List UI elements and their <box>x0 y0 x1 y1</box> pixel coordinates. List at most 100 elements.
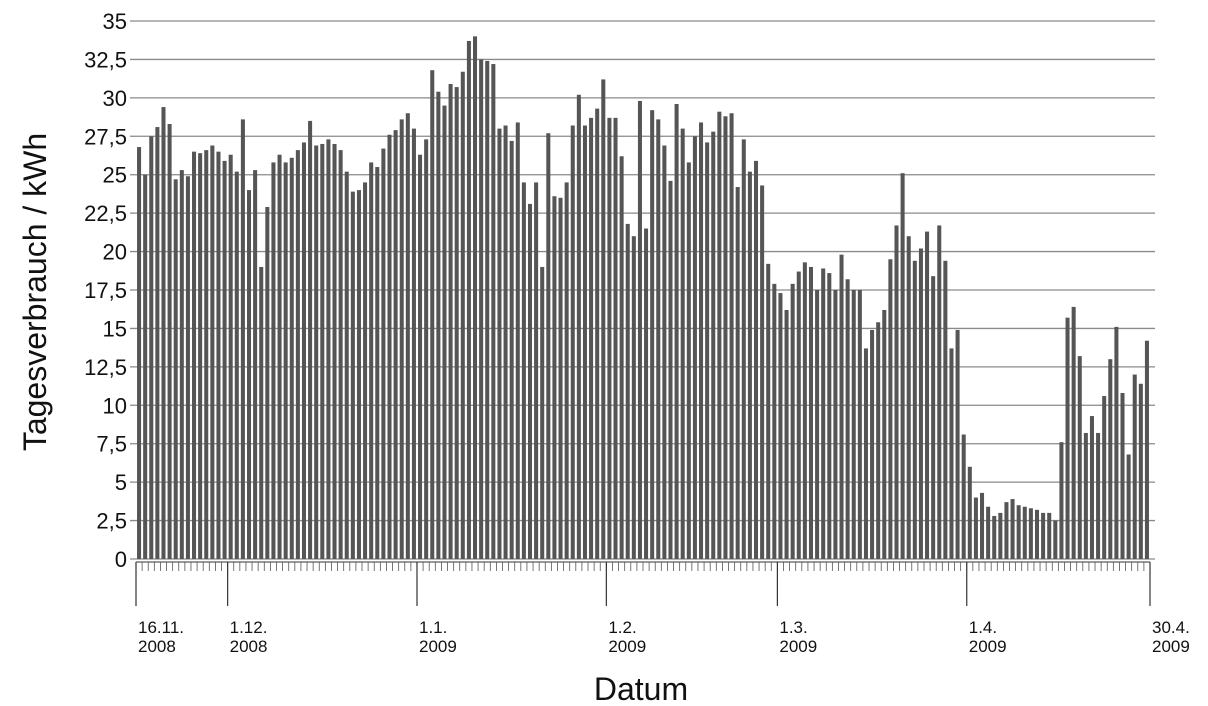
bar <box>601 79 606 559</box>
bar <box>393 130 398 559</box>
bar <box>1004 502 1009 559</box>
bar <box>509 140 514 559</box>
bar <box>1138 383 1143 559</box>
x-tick-label: 30.4. 2009 <box>1152 618 1190 656</box>
bar <box>796 271 801 559</box>
bar <box>1096 432 1101 559</box>
bar <box>338 150 343 559</box>
bar <box>411 128 416 559</box>
x-axis: 16.11. 2008 1.12. 2008 1.1. 2009 1.2. 2009 1.3. 2… <box>135 561 1190 656</box>
bar <box>198 153 203 560</box>
bar <box>1126 454 1131 559</box>
bar <box>179 170 184 560</box>
bar <box>595 108 600 560</box>
bar <box>418 154 423 559</box>
bar <box>527 203 533 560</box>
bar <box>625 223 630 559</box>
bar <box>1077 356 1082 559</box>
y-tick-label: 2,5 <box>96 509 127 534</box>
bar <box>735 187 740 560</box>
bar <box>185 176 190 559</box>
bar <box>1120 392 1125 559</box>
gridlines <box>130 20 1155 560</box>
bar <box>161 107 166 559</box>
bar <box>564 182 569 559</box>
x-tick-label: 16.11. 2008 <box>138 618 184 656</box>
bar <box>882 309 887 559</box>
bar <box>137 147 142 559</box>
bar <box>295 150 300 559</box>
y-tick-label: 0 <box>115 547 127 572</box>
bar <box>961 434 966 559</box>
bar <box>424 139 429 560</box>
bar <box>876 322 881 559</box>
bar <box>387 134 392 559</box>
bar <box>821 268 826 559</box>
bar <box>790 283 795 559</box>
bar <box>167 123 172 559</box>
bar <box>949 348 954 559</box>
bar <box>570 125 575 560</box>
bar <box>399 119 404 560</box>
bar <box>1144 340 1149 559</box>
bar <box>301 142 306 560</box>
bar <box>192 151 197 559</box>
bar <box>992 515 997 559</box>
bar <box>680 128 685 559</box>
bar <box>173 179 178 559</box>
bar <box>1016 505 1021 559</box>
bar <box>662 145 667 559</box>
bars <box>137 36 1149 560</box>
bar <box>631 236 636 559</box>
bar <box>613 117 618 559</box>
bar <box>521 182 526 559</box>
bar <box>1053 520 1058 559</box>
bar <box>448 84 453 559</box>
bar <box>705 142 710 560</box>
bar <box>350 191 355 559</box>
bar <box>1047 512 1052 559</box>
bar <box>650 110 655 559</box>
bar <box>1010 499 1015 559</box>
bar <box>955 329 960 559</box>
bar <box>454 87 459 560</box>
bar <box>320 143 325 559</box>
bar <box>240 119 245 560</box>
bar <box>308 120 313 560</box>
bar <box>314 145 319 559</box>
bar <box>1089 416 1094 559</box>
bar <box>460 71 465 560</box>
bar <box>289 157 294 559</box>
bar <box>925 231 930 560</box>
y-tick-label: 20 <box>103 240 127 265</box>
bar <box>155 127 160 559</box>
bar <box>778 293 783 559</box>
bar <box>784 309 789 559</box>
bar <box>234 171 239 559</box>
bar <box>753 160 759 559</box>
bar <box>619 156 624 560</box>
bar <box>1114 326 1119 559</box>
bar <box>143 174 148 559</box>
bar <box>912 260 917 559</box>
bar <box>839 254 844 559</box>
x-tick-label: 1.4. 2009 <box>969 618 1007 656</box>
bar <box>668 180 673 559</box>
bar <box>1022 506 1027 559</box>
bar <box>228 154 233 559</box>
y-tick-label: 35 <box>103 9 127 34</box>
y-tick-label: 27,5 <box>84 124 127 149</box>
y-tick-label: 15 <box>103 316 127 341</box>
bar <box>430 70 435 559</box>
bar <box>222 160 227 559</box>
bar <box>332 143 337 559</box>
bar <box>802 262 807 559</box>
bar <box>1059 442 1064 559</box>
bar <box>857 290 862 559</box>
bar <box>363 182 368 559</box>
bar <box>741 139 746 560</box>
bar <box>265 206 270 559</box>
bar <box>833 290 838 559</box>
x-axis-title: Datum <box>594 671 688 706</box>
